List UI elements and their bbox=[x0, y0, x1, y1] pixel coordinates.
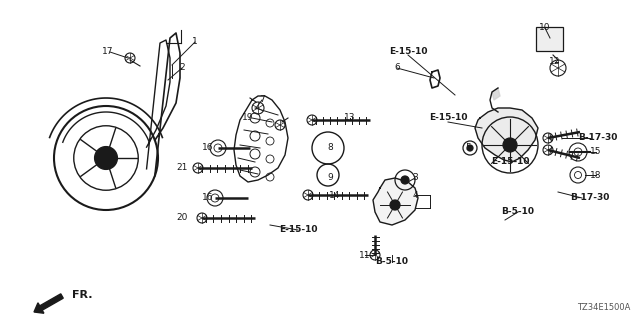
Text: 4: 4 bbox=[412, 190, 418, 199]
Text: B-17-30: B-17-30 bbox=[579, 133, 618, 142]
Text: 2: 2 bbox=[179, 63, 185, 73]
FancyArrow shape bbox=[34, 294, 63, 313]
Text: 16: 16 bbox=[202, 143, 214, 153]
Text: 3: 3 bbox=[412, 173, 418, 182]
Polygon shape bbox=[373, 178, 418, 225]
Text: 8: 8 bbox=[327, 143, 333, 153]
Circle shape bbox=[401, 176, 409, 184]
Text: E-15-10: E-15-10 bbox=[491, 157, 529, 166]
Text: 1: 1 bbox=[192, 37, 198, 46]
Text: 16: 16 bbox=[202, 194, 214, 203]
Text: 6: 6 bbox=[394, 63, 400, 73]
Circle shape bbox=[95, 147, 118, 170]
Text: 5: 5 bbox=[465, 143, 471, 153]
Text: 18: 18 bbox=[590, 171, 602, 180]
Text: 10: 10 bbox=[540, 23, 551, 33]
Text: 11: 11 bbox=[359, 251, 371, 260]
Text: 20: 20 bbox=[176, 213, 188, 222]
Text: 9: 9 bbox=[327, 173, 333, 182]
Circle shape bbox=[467, 145, 473, 151]
Text: 13: 13 bbox=[344, 114, 356, 123]
Text: E-15-10: E-15-10 bbox=[429, 114, 467, 123]
Text: 21: 21 bbox=[176, 164, 188, 172]
Text: B-5-10: B-5-10 bbox=[502, 207, 534, 217]
Text: 14: 14 bbox=[330, 190, 340, 199]
Circle shape bbox=[503, 138, 517, 152]
Text: 7: 7 bbox=[259, 95, 265, 105]
Text: E-15-10: E-15-10 bbox=[279, 226, 317, 235]
Text: 19: 19 bbox=[243, 114, 253, 123]
Polygon shape bbox=[492, 88, 500, 100]
Text: FR.: FR. bbox=[72, 290, 93, 300]
Text: 15: 15 bbox=[590, 148, 602, 156]
Text: TZ34E1500A: TZ34E1500A bbox=[577, 303, 630, 312]
Circle shape bbox=[390, 200, 400, 210]
FancyBboxPatch shape bbox=[536, 27, 563, 51]
Text: B-5-10: B-5-10 bbox=[376, 258, 408, 267]
Text: 17: 17 bbox=[102, 47, 114, 57]
Polygon shape bbox=[475, 108, 538, 162]
Text: 12: 12 bbox=[549, 58, 561, 67]
Text: E-15-10: E-15-10 bbox=[388, 47, 428, 57]
Text: B-17-30: B-17-30 bbox=[570, 194, 610, 203]
